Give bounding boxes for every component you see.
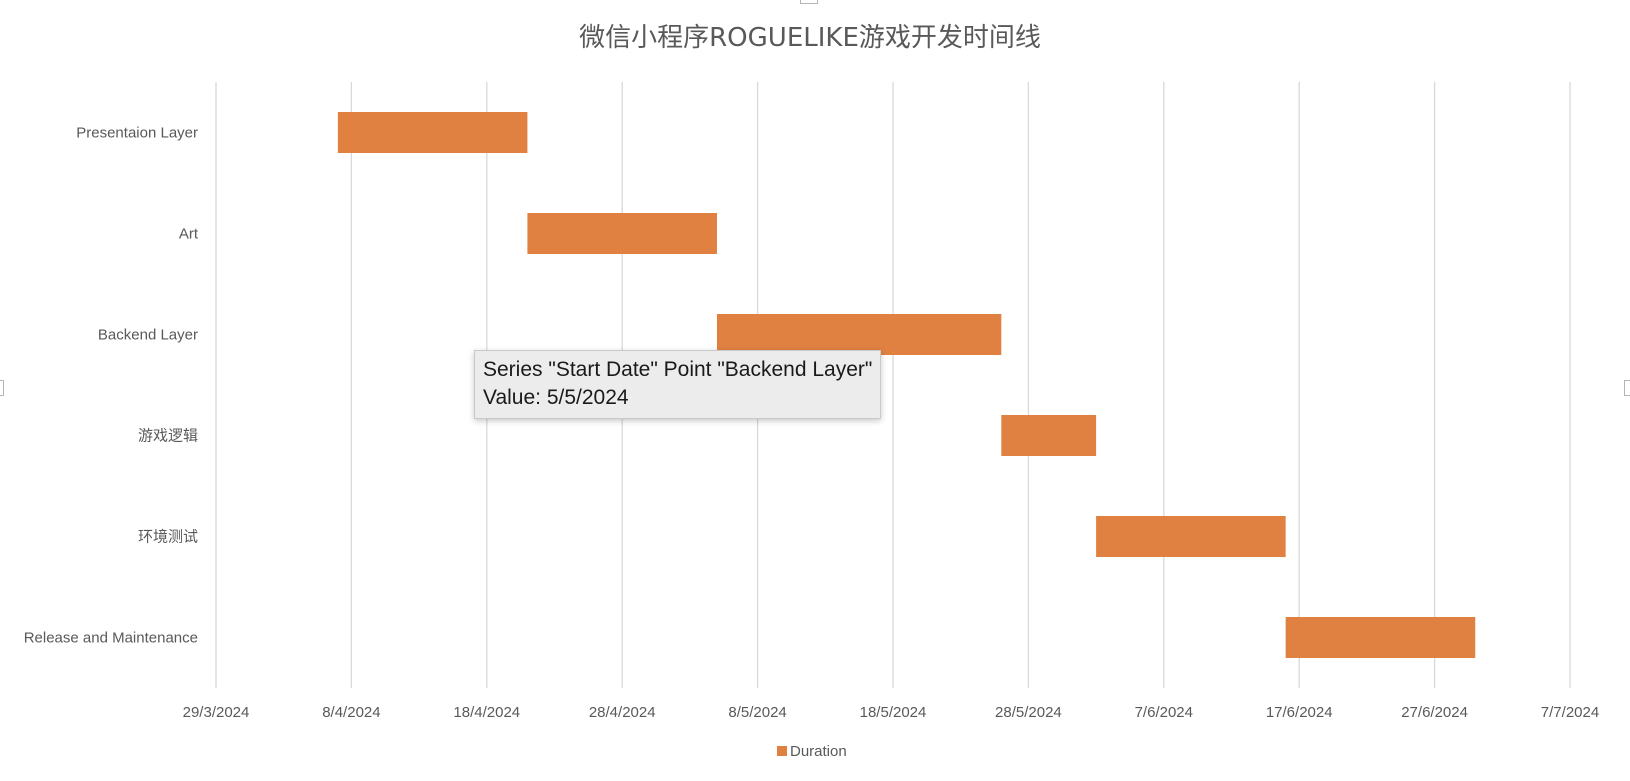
- resize-handle-left[interactable]: [0, 380, 4, 396]
- duration-bar[interactable]: [527, 213, 717, 254]
- resize-handle-top[interactable]: [800, 0, 818, 4]
- x-tick-label: 7/6/2024: [1135, 704, 1193, 721]
- bars: [337, 112, 1476, 658]
- duration-bar[interactable]: [1285, 617, 1476, 658]
- duration-bar[interactable]: [716, 314, 1002, 355]
- duration-bar[interactable]: [337, 112, 528, 153]
- x-tick-label: 17/6/2024: [1266, 704, 1333, 721]
- x-tick-label: 28/4/2024: [589, 704, 656, 721]
- x-tick-label: 18/4/2024: [453, 704, 520, 721]
- y-category-label: Presentaion Layer: [76, 125, 198, 142]
- y-category-label: Art: [179, 226, 199, 243]
- legend-swatch: [777, 746, 787, 756]
- duration-bar[interactable]: [1001, 415, 1097, 456]
- legend-label: Duration: [790, 743, 847, 760]
- x-tick-label: 7/7/2024: [1541, 704, 1599, 721]
- x-tick-label: 27/6/2024: [1401, 704, 1468, 721]
- duration-bar[interactable]: [1096, 516, 1286, 557]
- x-tick-label: 29/3/2024: [183, 704, 250, 721]
- y-category-label: 环境测试: [138, 528, 198, 546]
- x-tick-label: 8/4/2024: [322, 704, 380, 721]
- gridlines: [215, 82, 1571, 688]
- tooltip-value-line: Value: 5/5/2024: [483, 386, 629, 409]
- data-point-tooltip: Series "Start Date" Point "Backend Layer…: [474, 350, 882, 419]
- resize-handle-right[interactable]: [1624, 380, 1630, 396]
- chart-title: 微信小程序ROGUELIKE游戏开发时间线: [579, 23, 1041, 53]
- x-tick-label: 28/5/2024: [995, 704, 1062, 721]
- x-tick-label: 18/5/2024: [860, 704, 927, 721]
- y-category-label: Release and Maintenance: [24, 630, 198, 647]
- y-category-label: Backend Layer: [98, 327, 198, 344]
- x-tick-label: 8/5/2024: [728, 704, 786, 721]
- y-category-label: 游戏逻辑: [138, 428, 198, 445]
- legend: Duration: [777, 743, 847, 760]
- tooltip-series-line: Series "Start Date" Point "Backend Layer…: [483, 358, 873, 381]
- axis-labels: 29/3/2024 8/4/2024 18/4/2024 28/4/2024 8/5/2…: [24, 125, 1599, 722]
